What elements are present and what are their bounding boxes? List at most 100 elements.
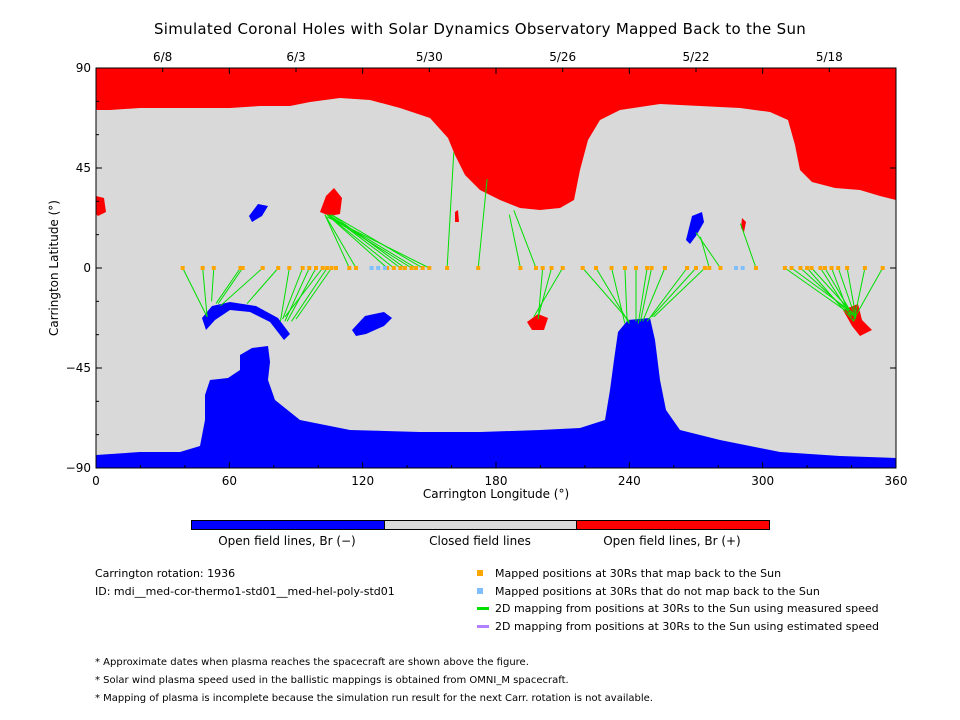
mapped-position-point bbox=[300, 266, 305, 270]
mapped-position-point bbox=[798, 266, 803, 270]
measured-mapping-line bbox=[537, 267, 544, 320]
measured-mapping-line bbox=[699, 236, 710, 269]
mapped-position-point bbox=[414, 266, 418, 270]
mapping-lines bbox=[182, 152, 884, 324]
mapped-position-point bbox=[240, 266, 245, 270]
negative-hole-c bbox=[249, 204, 268, 222]
mapped-position-point bbox=[685, 266, 690, 270]
unmapped-position-point bbox=[734, 266, 738, 270]
mapped-position-point bbox=[560, 266, 565, 270]
mapped-position-point bbox=[325, 266, 330, 270]
legend-measured-label: 2D mapping from positions at 30Rs to the… bbox=[495, 601, 879, 615]
measured-mapping-line bbox=[824, 267, 855, 318]
legend-measured: 2D mapping from positions at 30Rs to the… bbox=[477, 601, 879, 615]
north-polar-hole bbox=[96, 68, 896, 210]
mapped-position-point bbox=[782, 266, 787, 270]
legend-estimated-label: 2D mapping from positions at 30Rs to the… bbox=[495, 619, 880, 633]
x-tick-label: 240 bbox=[618, 474, 641, 488]
mapped-position-point bbox=[805, 266, 810, 270]
mapped-position-point bbox=[880, 266, 885, 270]
measured-mapping-line bbox=[582, 267, 630, 322]
measured-mapping-line bbox=[642, 267, 666, 322]
measured-line-icon bbox=[477, 606, 489, 610]
y-axis-label: Carrington Latitude (°) bbox=[47, 200, 61, 336]
mapped-position-point bbox=[594, 266, 598, 270]
mapped-position-point bbox=[445, 266, 450, 270]
measured-mapping-line bbox=[853, 267, 866, 322]
mapped-position-point bbox=[287, 266, 292, 270]
mapped-position-point bbox=[609, 266, 614, 270]
measured-mapping-line bbox=[533, 267, 564, 318]
colorbar-positive bbox=[576, 520, 770, 530]
estimated-line-icon bbox=[477, 624, 489, 628]
negative-hole-d bbox=[686, 212, 704, 244]
mapped-position-point bbox=[409, 266, 414, 270]
measured-mapping-line bbox=[651, 267, 697, 318]
measured-mapping-line bbox=[853, 267, 884, 320]
mapped-position-point bbox=[822, 266, 827, 270]
measured-mapping-line bbox=[246, 267, 279, 304]
x-tick-label: 180 bbox=[485, 474, 508, 488]
measured-mapping-line bbox=[831, 267, 850, 315]
measured-mapping-line bbox=[624, 267, 628, 322]
measured-mapping-line bbox=[282, 267, 304, 320]
measured-mapping-line bbox=[637, 267, 648, 324]
unmapped-position-point bbox=[740, 266, 745, 270]
y-tick-label: 45 bbox=[76, 161, 91, 175]
mapped-position-point bbox=[200, 266, 205, 270]
y-tick-label: −90 bbox=[66, 461, 91, 475]
mapped-position-point bbox=[649, 266, 654, 270]
mapped-position-point bbox=[845, 266, 850, 270]
measured-mapping-line bbox=[646, 267, 688, 322]
measured-mapping-line bbox=[513, 210, 537, 269]
mapped-position-point bbox=[398, 266, 403, 270]
x-tick-label: 60 bbox=[222, 474, 237, 488]
measured-mapping-line bbox=[508, 214, 521, 269]
mapped-position-point bbox=[385, 266, 390, 270]
measured-mapping-line bbox=[326, 214, 395, 269]
mapped-position-point bbox=[809, 266, 814, 270]
unmapped-position-point bbox=[376, 266, 381, 270]
mapped-position-point bbox=[476, 266, 481, 270]
axes: 0 60 120 180 240 300 360 90 45 0 −45 −90 6/8 6/3 5/30 5… bbox=[47, 50, 907, 501]
simulation-id: ID: mdi__med-cor-thermo1-std01__med-hel-… bbox=[95, 585, 395, 598]
measured-mapping-line bbox=[217, 267, 244, 304]
x-tick-label: 300 bbox=[751, 474, 774, 488]
measured-mapping-line bbox=[291, 267, 328, 322]
x-tick-label: 0 bbox=[92, 474, 100, 488]
legend-unmapped-label: Mapped positions at 30Rs that do not map… bbox=[495, 584, 820, 598]
measured-mapping-line bbox=[820, 267, 852, 318]
mapped-position-point bbox=[645, 266, 650, 270]
mapped-position-point bbox=[260, 266, 265, 270]
positive-hole-a bbox=[320, 188, 342, 216]
mapped-position-point bbox=[320, 266, 325, 270]
mapped-position-point bbox=[580, 266, 585, 270]
south-polar-hole bbox=[96, 318, 896, 468]
mapped-position-point bbox=[314, 266, 318, 270]
measured-mapping-line bbox=[324, 214, 357, 269]
date-tick-label: 6/3 bbox=[286, 50, 305, 64]
mapped-position-point bbox=[402, 266, 407, 270]
measured-mapping-line bbox=[806, 267, 855, 322]
mapped-position-point bbox=[836, 266, 841, 270]
date-tick-label: 5/22 bbox=[683, 50, 710, 64]
measured-mapping-line bbox=[202, 267, 208, 317]
mapped-position-point bbox=[707, 266, 712, 270]
measured-mapping-line bbox=[653, 267, 706, 318]
y-tick-label: 90 bbox=[76, 61, 91, 75]
unmapped-position-point bbox=[369, 266, 374, 270]
mapped-position-point bbox=[754, 266, 758, 270]
measured-mapping-line bbox=[446, 152, 455, 269]
measured-mapping-line bbox=[324, 214, 350, 269]
mapped-position-point bbox=[391, 266, 396, 270]
measured-mapping-line bbox=[537, 267, 553, 318]
mapped-position-point bbox=[622, 266, 627, 270]
note-incomplete: * Mapping of plasma is incomplete becaus… bbox=[95, 693, 653, 704]
x-tick-label: 360 bbox=[885, 474, 908, 488]
measured-mapping-line bbox=[846, 267, 857, 317]
measured-mapping-line bbox=[279, 267, 290, 322]
measured-mapping-line bbox=[295, 267, 332, 320]
mapped-position-point bbox=[702, 266, 707, 270]
measured-mapping-line bbox=[326, 214, 388, 269]
measured-mapping-line bbox=[215, 267, 241, 304]
